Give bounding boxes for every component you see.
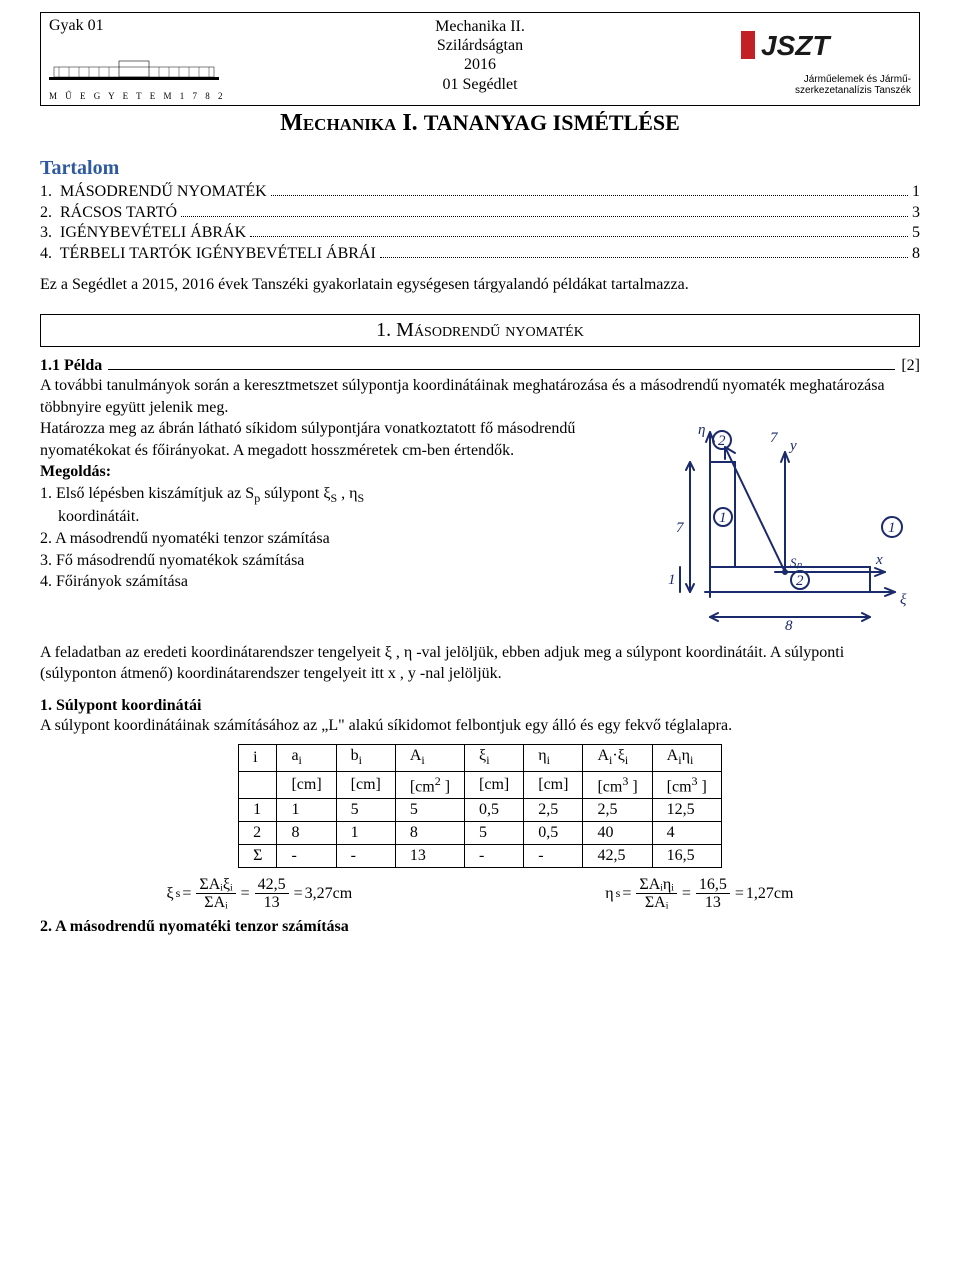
- svg-text:2: 2: [796, 573, 804, 589]
- toc-label: 3. IGÉNYBEVÉTELI ÁBRÁK: [40, 224, 246, 242]
- header-left-label: Gyak 01: [49, 17, 249, 35]
- example-para-1: A további tanulmányok során a keresztmet…: [40, 375, 920, 418]
- table-header-row: i ai bi Ai ξi ηi Ai·ξi Aiηi: [239, 745, 722, 771]
- svg-text:ξ: ξ: [900, 592, 907, 608]
- svg-text:η: η: [698, 422, 705, 438]
- centroid-table: i ai bi Ai ξi ηi Ai·ξi Aiηi [cm] [cm] [c…: [238, 744, 722, 868]
- toc-leader: [380, 244, 908, 258]
- main-title: Mechanika I. TANANYAG ISMÉTLÉSE: [40, 110, 920, 137]
- toc-page: 8: [912, 245, 920, 263]
- toc-page: 5: [912, 224, 920, 242]
- svg-text:7: 7: [770, 430, 779, 446]
- example-ref: [2]: [901, 357, 920, 375]
- example-rule: [108, 369, 895, 370]
- solution-label: Megoldás:: [40, 461, 628, 483]
- toc-leader: [181, 203, 908, 217]
- solution-step-2: 2. A másodrendű nyomatéki tenzor számítá…: [40, 528, 628, 550]
- solution-step-1-cont: koordinátáit.: [40, 506, 628, 528]
- solution-step-3: 3. Fő másodrendű nyomatékok számítása: [40, 550, 628, 572]
- svg-text:1: 1: [888, 520, 896, 536]
- university-logo: M Ű E G Y E T E M 1 7 8 2: [49, 59, 249, 101]
- section-heading: 1. Másodrendű nyomaték: [40, 314, 920, 347]
- table-row: 281850,5404: [239, 821, 722, 844]
- university-logo-text: M Ű E G Y E T E M 1 7 8 2: [49, 91, 249, 101]
- solution-step-4: 4. Főirányok számítása: [40, 571, 628, 593]
- svg-text:y: y: [788, 438, 797, 454]
- table-row: 11550,52,52,512,5: [239, 798, 722, 821]
- svg-text:2: 2: [718, 433, 726, 449]
- table-row: Σ--13--42,516,5: [239, 844, 722, 867]
- equations-row: ξs = ΣAᵢξᵢΣAᵢ = 42,513 = 3,27cm ηs = ΣAᵢ…: [40, 876, 920, 912]
- dept-logo-sub2: szerkezetanalízis Tanszék: [795, 85, 911, 96]
- example-title: 1.1 Példa: [40, 357, 102, 375]
- svg-text:7: 7: [676, 520, 685, 536]
- header-doc: 01 Segédlet: [249, 75, 711, 94]
- after-figure-para: A feladatban az eredeti koordinátarendsz…: [40, 643, 920, 685]
- svg-text:Sₚ: Sₚ: [790, 555, 803, 570]
- toc-page: 3: [912, 204, 920, 222]
- dept-logo-sub1: Járműelemek és Jármű-: [804, 74, 911, 85]
- subsection-1-title: 1. Súlypont koordinátái: [40, 697, 920, 715]
- solution-step-1: 1. Első lépésben kiszámítjuk az Sp súlyp…: [40, 483, 628, 506]
- header-course: Mechanika II.: [249, 17, 711, 36]
- header-topic: Szilárdságtan: [249, 36, 711, 55]
- figure-l-shape: 2 1 y x η ξ 1 2 Sₚ 7 7 1 8: [640, 422, 920, 637]
- example-heading: 1.1 Példa [2]: [40, 357, 920, 375]
- toc-item: 1. MÁSODRENDŰ NYOMATÉK 1: [40, 182, 920, 201]
- table-units-row: [cm] [cm] [cm2 ] [cm] [cm] [cm3 ] [cm3 ]: [239, 771, 722, 798]
- toc-item: 4. TÉRBELI TARTÓK IGÉNYBEVÉTELI ÁBRÁI 8: [40, 244, 920, 263]
- toc-page: 1: [912, 183, 920, 201]
- svg-text:x: x: [875, 552, 883, 568]
- toc-leader: [271, 182, 908, 196]
- subsection-1-para: A súlypont koordinátáinak számításához a…: [40, 715, 920, 737]
- svg-text:JSZT: JSZT: [761, 30, 832, 61]
- dept-logo: JSZT Járműelemek és Jármű- szerkezetanal…: [711, 29, 911, 96]
- toc-label: 2. RÁCSOS TARTÓ: [40, 204, 177, 222]
- toc-item: 2. RÁCSOS TARTÓ 3: [40, 203, 920, 222]
- svg-text:1: 1: [719, 510, 727, 526]
- toc-label: 1. MÁSODRENDŰ NYOMATÉK: [40, 183, 267, 201]
- equation-eta: ηs = ΣAᵢηᵢΣAᵢ = 16,513 = 1,27cm: [605, 876, 793, 912]
- example-para-2: Határozza meg az ábrán látható síkidom s…: [40, 418, 628, 461]
- header-year: 2016: [249, 55, 711, 74]
- toc-leader: [250, 224, 908, 238]
- svg-text:1: 1: [668, 572, 676, 588]
- toc-label: 4. TÉRBELI TARTÓK IGÉNYBEVÉTELI ÁBRÁI: [40, 245, 376, 263]
- svg-text:8: 8: [785, 618, 793, 632]
- equation-xi: ξs = ΣAᵢξᵢΣAᵢ = 42,513 = 3,27cm: [167, 876, 353, 912]
- header-box: Gyak 01: [40, 12, 920, 106]
- intro-paragraph: Ez a Segédlet a 2015, 2016 évek Tanszéki…: [40, 275, 920, 296]
- toc-item: 3. IGÉNYBEVÉTELI ÁBRÁK 5: [40, 224, 920, 243]
- subsection-2-title: 2. A másodrendű nyomatéki tenzor számítá…: [40, 918, 920, 936]
- toc-heading: Tartalom: [40, 157, 920, 180]
